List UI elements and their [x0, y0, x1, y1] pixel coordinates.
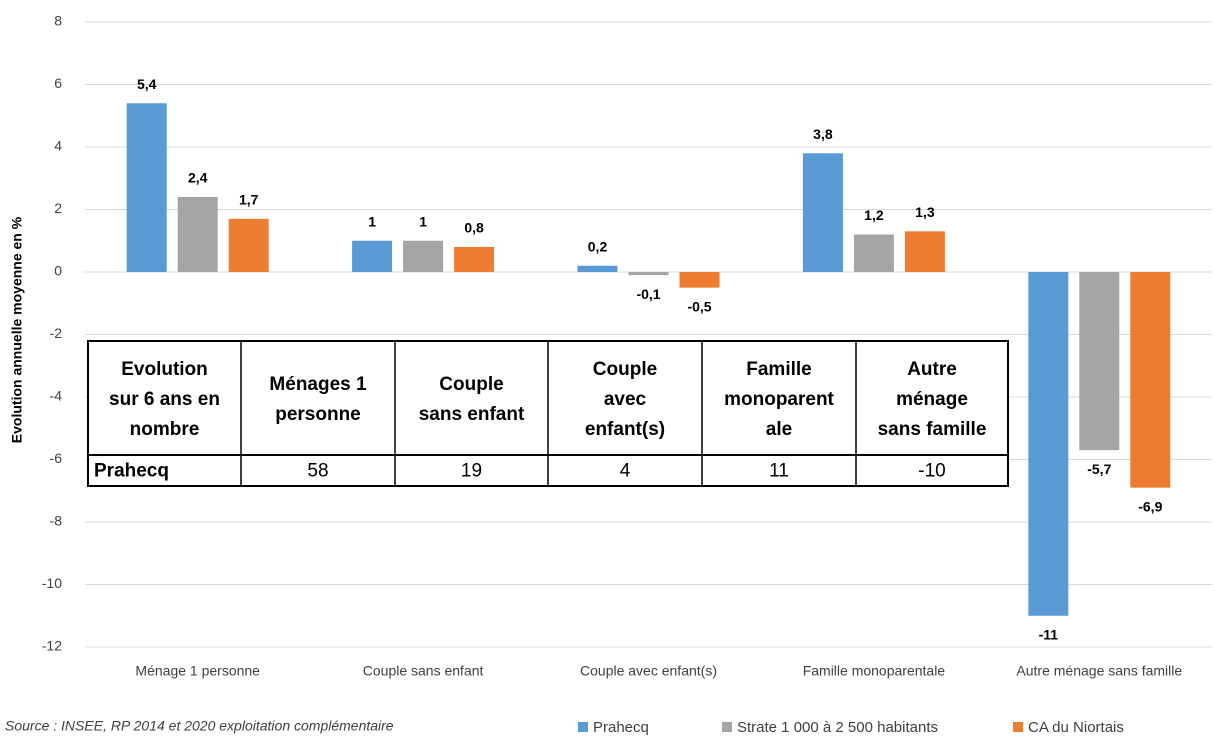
bar: [352, 240, 393, 272]
value-label: -11: [1039, 626, 1059, 642]
y-tick-label: -6: [50, 450, 63, 466]
table-header: ménage: [896, 389, 968, 410]
table-header: personne: [275, 404, 361, 425]
table-header: nombre: [130, 419, 200, 440]
value-label: 1,3: [915, 204, 935, 220]
bar: [802, 153, 843, 272]
legend-label: CA du Niortais: [1028, 719, 1124, 736]
table-cell: 19: [461, 461, 482, 482]
bar: [454, 247, 495, 272]
bar: [228, 218, 269, 272]
bar: [126, 103, 167, 272]
table-header: Famille: [746, 359, 811, 380]
table-header: sans famille: [878, 419, 987, 440]
y-axis-label: Evolution annuelle moyenne en %: [9, 216, 25, 443]
table-header: sur 6 ans en: [109, 389, 220, 410]
value-label: -6,9: [1138, 498, 1162, 514]
y-tick-label: 8: [54, 13, 62, 29]
value-label: 0,2: [588, 238, 608, 254]
y-tick-label: -4: [50, 388, 63, 404]
y-tick-label: 0: [54, 263, 62, 279]
value-label: 2,4: [188, 170, 208, 186]
bar: [628, 272, 669, 276]
table-header: Evolution: [121, 359, 208, 380]
bar: [403, 240, 444, 272]
table-row-header: Prahecq: [94, 461, 169, 482]
y-tick-label: -8: [50, 513, 63, 529]
value-label: 0,8: [464, 220, 484, 236]
value-label: -0,5: [687, 298, 711, 314]
legend-label: Strate 1 000 à 2 500 habitants: [737, 719, 938, 736]
y-tick-label: 2: [54, 200, 62, 216]
bar: [853, 234, 894, 272]
legend-swatch: [578, 722, 588, 732]
value-label: -5,7: [1087, 461, 1111, 477]
table-header: sans enfant: [419, 404, 525, 425]
table-header: ale: [766, 419, 792, 440]
bar: [1130, 272, 1171, 488]
legend-swatch: [1013, 722, 1023, 732]
table-header: Couple: [439, 374, 503, 395]
value-label: 3,8: [813, 126, 833, 142]
table-header: Couple: [593, 359, 657, 380]
value-label: 5,4: [137, 76, 157, 92]
y-tick-label: -2: [50, 325, 63, 341]
value-label: 1: [419, 213, 427, 229]
x-tick-label: Famille monoparentale: [803, 663, 946, 679]
value-label: 1: [368, 213, 376, 229]
table-cell: -10: [918, 461, 945, 482]
x-tick-label: Couple avec enfant(s): [580, 663, 717, 679]
source: Source : INSEE, RP 2014 et 2020 exploita…: [5, 718, 394, 734]
table-header: Autre: [907, 359, 957, 380]
table-cell: 11: [769, 461, 789, 482]
y-tick-label: -10: [42, 575, 62, 591]
bar: [1079, 272, 1120, 451]
table-cell: 4: [620, 461, 631, 482]
x-tick-label: Autre ménage sans famille: [1016, 663, 1182, 679]
table-header: Ménages 1: [269, 374, 367, 395]
y-tick-label: 4: [54, 138, 62, 154]
table-header: monoparent: [724, 389, 834, 410]
bar: [577, 265, 618, 272]
x-tick-label: Ménage 1 personne: [135, 663, 260, 679]
x-tick-label: Couple sans enfant: [363, 663, 484, 679]
table-cell: 58: [307, 461, 328, 482]
bar: [1028, 272, 1069, 616]
legend-swatch: [722, 722, 732, 732]
value-label: 1,2: [864, 207, 884, 223]
legend-label: Prahecq: [593, 719, 649, 736]
table-header: enfant(s): [585, 419, 665, 440]
value-label: 1,7: [239, 192, 259, 208]
bar: [679, 272, 720, 288]
value-label: -0,1: [636, 286, 660, 302]
table-header: avec: [604, 389, 647, 410]
bar: [177, 197, 218, 272]
y-tick-label: 6: [54, 75, 62, 91]
bar: [904, 231, 945, 272]
y-tick-label: -12: [42, 638, 62, 654]
